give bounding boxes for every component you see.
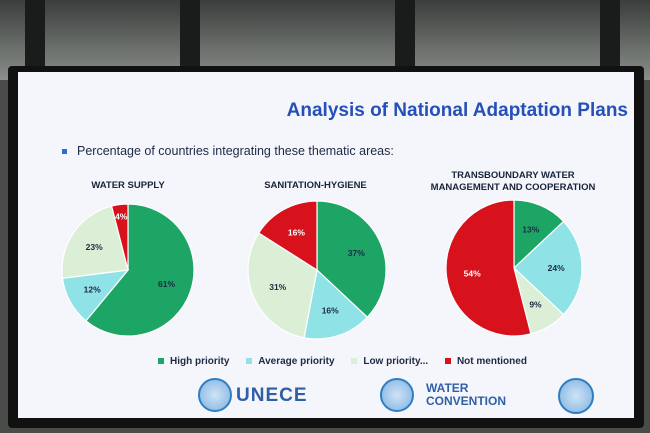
pie-data-label: 54% bbox=[464, 268, 481, 278]
pie-title-sanitation: SANITATION-HYGIENE bbox=[264, 180, 367, 191]
legend-label: Average priority bbox=[258, 356, 335, 367]
legend-item: High priority bbox=[158, 356, 229, 367]
pie-slice bbox=[110, 203, 129, 271]
pie-slice bbox=[316, 200, 387, 319]
legend-item: Not mentioned bbox=[444, 356, 527, 367]
water-convention-icon bbox=[380, 378, 414, 412]
unece-logo: UNECE bbox=[236, 385, 308, 406]
window-post bbox=[600, 0, 620, 80]
slide-footer: UNECE WATER CONVENTION bbox=[18, 374, 634, 418]
pie-data-label: 23% bbox=[86, 242, 103, 252]
legend-label: Low priority... bbox=[363, 356, 429, 367]
pie-data-label: 16% bbox=[322, 306, 339, 316]
pie-data-label: 12% bbox=[84, 285, 101, 295]
pie-slice bbox=[61, 205, 129, 279]
legend-swatch bbox=[246, 358, 253, 365]
water-convention-line: CONVENTION bbox=[426, 394, 507, 408]
pie-title-line: TRANSBOUNDARY WATER bbox=[451, 170, 575, 181]
pie-charts: 61% 12% 23% 4% 37% 16% 31% 16% 13% 24% 9% 54% bbox=[61, 199, 583, 340]
slide-title: Analysis of National Adaptation Plans bbox=[286, 100, 628, 121]
pie-data-label: 9% bbox=[529, 299, 542, 309]
pie-data-label: 37% bbox=[348, 248, 365, 258]
legend-swatch bbox=[158, 358, 164, 365]
legend-label: High priority bbox=[170, 356, 230, 367]
water-convention-line: WATER bbox=[426, 381, 469, 395]
window-post bbox=[180, 0, 200, 80]
legend-item: Low priority... bbox=[351, 356, 428, 367]
legend-label: Not mentioned bbox=[456, 356, 527, 367]
pie-slice bbox=[513, 220, 583, 316]
pie-data-label: 24% bbox=[548, 263, 565, 273]
slide-screen: Analysis of National Adaptation Plans Pe… bbox=[18, 72, 634, 418]
pie-slice bbox=[303, 268, 369, 340]
pie-data-label: 4% bbox=[115, 211, 128, 221]
pie-title-line: MANAGEMENT AND COOPERATION bbox=[430, 182, 596, 193]
pie-title-water-supply: WATER SUPPLY bbox=[91, 180, 165, 191]
legend-swatch bbox=[444, 358, 451, 365]
slide-bullet: Percentage of countries integrating thes… bbox=[62, 144, 394, 158]
pie-slice bbox=[85, 203, 195, 337]
legend-item: Average priority bbox=[246, 356, 335, 367]
water-convention-logo: WATER CONVENTION bbox=[426, 382, 506, 408]
window-post bbox=[395, 0, 415, 80]
un-emblem-icon bbox=[198, 378, 232, 412]
protocol-water-health-seal-icon bbox=[558, 378, 594, 414]
chart-legend: High priority Average priority Low prior… bbox=[158, 356, 598, 367]
pie-data-label: 16% bbox=[288, 228, 305, 238]
pie-slice bbox=[513, 199, 565, 270]
pie-data-label: 31% bbox=[269, 282, 286, 292]
legend-swatch bbox=[351, 358, 358, 365]
bullet-icon bbox=[62, 149, 67, 155]
pie-data-label: 13% bbox=[522, 224, 539, 234]
pie-slice bbox=[445, 199, 532, 337]
window-post bbox=[25, 0, 45, 80]
bullet-text: Percentage of countries integrating thes… bbox=[77, 144, 394, 158]
pie-title-transboundary: TRANSBOUNDARY WATER MANAGEMENT AND COOPE… bbox=[408, 170, 618, 194]
pie-slice bbox=[257, 200, 318, 272]
pie-data-label: 61% bbox=[158, 279, 175, 289]
